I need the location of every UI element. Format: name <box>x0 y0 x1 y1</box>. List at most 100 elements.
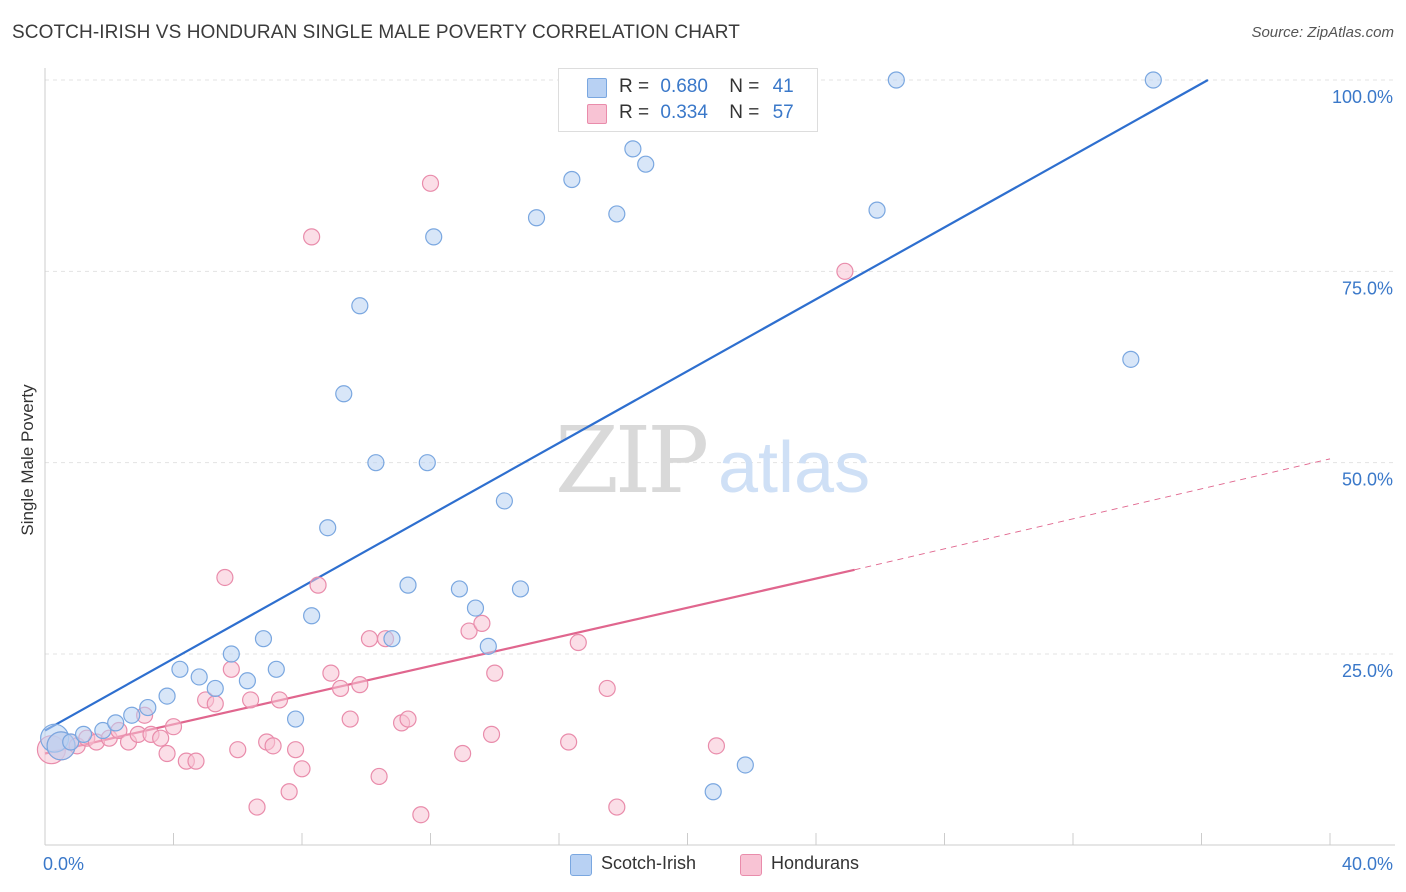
legend-swatch-pink <box>740 854 762 876</box>
legend-n-label: N = <box>729 102 760 123</box>
point-scotch-irish <box>286 710 305 728</box>
point-hondurans <box>280 783 298 801</box>
point-hondurans <box>486 664 504 682</box>
point-scotch-irish <box>868 201 886 219</box>
point-scotch-irish <box>62 733 80 751</box>
legend-r-value: 0.334 <box>660 102 708 123</box>
legend-label: Hondurans <box>771 853 860 873</box>
point-hondurans <box>222 660 240 678</box>
point-scotch-irish <box>206 679 224 698</box>
point-scotch-irish <box>319 519 337 537</box>
point-scotch-irish <box>479 637 497 655</box>
point-hondurans <box>152 729 170 747</box>
point-scotch-irish <box>704 783 722 801</box>
point-scotch-irish <box>190 668 208 686</box>
correlation-legend: R = 0.680 N = 41 R = 0.334 N = 57 <box>558 68 818 132</box>
source-credit: Source: ZipAtlas.com <box>1251 24 1394 41</box>
point-scotch-irish <box>425 228 443 246</box>
point-hondurans <box>569 633 587 652</box>
point-hondurans <box>836 262 854 280</box>
legend-n-value: 57 <box>772 102 794 123</box>
point-hondurans <box>216 568 234 587</box>
watermark-atlas: atlas <box>718 428 870 508</box>
point-hondurans <box>242 691 260 709</box>
point-scotch-irish <box>495 492 513 510</box>
point-hondurans <box>322 664 340 682</box>
legend-n-label: N = <box>729 76 760 97</box>
trend-line-scotch-irish <box>44 79 1209 732</box>
point-scotch-irish <box>267 660 285 678</box>
legend-swatch-blue <box>587 78 607 98</box>
point-scotch-irish <box>123 706 141 724</box>
legend-r-label: R = <box>619 76 650 97</box>
y-tick-label: 50.0% <box>1342 470 1393 490</box>
axes <box>44 68 1395 846</box>
point-scotch-irish <box>450 580 469 598</box>
legend-n-value: 41 <box>772 76 794 97</box>
point-hondurans <box>309 576 327 594</box>
point-scotch-irish <box>1122 350 1140 368</box>
legend-swatch-pink <box>587 104 607 124</box>
point-scotch-irish <box>254 630 273 648</box>
tick-labels: 25.0% 50.0% 75.0% 100.0% 0.0% 40.0% <box>43 87 1393 874</box>
point-hondurans <box>293 760 311 778</box>
point-scotch-irish <box>887 71 905 89</box>
point-hondurans <box>482 725 501 743</box>
point-scotch-irish <box>335 385 353 403</box>
watermark: ZIP atlas <box>555 407 870 514</box>
point-hondurans <box>341 710 359 728</box>
point-scotch-irish <box>158 687 176 705</box>
point-scotch-irish <box>367 454 385 472</box>
point-scotch-irish <box>736 756 754 774</box>
grid-lines <box>45 79 1395 655</box>
point-hondurans <box>229 741 247 759</box>
point-hondurans <box>270 691 289 709</box>
point-hondurans <box>421 174 440 192</box>
y-tick-label: 25.0% <box>1342 661 1393 681</box>
point-scotch-irish <box>418 454 436 472</box>
point-hondurans <box>351 676 369 694</box>
point-scotch-irish <box>238 672 256 690</box>
y-tick-label: 100.0% <box>1332 87 1393 107</box>
series-legend: Scotch-Irish Hondurans <box>0 850 1406 880</box>
point-hondurans <box>399 710 417 728</box>
point-scotch-irish <box>399 576 417 594</box>
point-scotch-irish <box>94 721 112 740</box>
point-scotch-irish <box>171 660 189 678</box>
point-scotch-irish <box>383 630 401 648</box>
point-hondurans <box>303 228 321 246</box>
point-scotch-irish <box>351 297 369 315</box>
point-scotch-irish <box>624 140 642 158</box>
watermark-zip: ZIP <box>555 407 706 514</box>
legend-r-label: R = <box>619 102 650 123</box>
point-hondurans <box>598 679 616 698</box>
trend-line-hondurans-extension <box>854 458 1331 571</box>
point-hondurans <box>248 798 266 816</box>
point-hondurans <box>560 733 578 751</box>
point-hondurans <box>454 744 472 763</box>
point-hondurans <box>608 798 626 816</box>
chart-title: SCOTCH-IRISH VS HONDURAN SINGLE MALE POV… <box>12 22 740 43</box>
y-axis-label: Single Male Poverty <box>18 384 37 536</box>
point-scotch-irish <box>527 209 546 227</box>
x-tick-label: 0.0% <box>43 854 84 874</box>
point-hondurans <box>460 622 478 640</box>
x-tick-label: 40.0% <box>1342 854 1393 874</box>
legend-label: Scotch-Irish <box>601 853 697 873</box>
legend-swatch-blue <box>570 854 592 876</box>
point-hondurans <box>164 718 183 736</box>
point-hondurans <box>331 679 350 698</box>
point-hondurans <box>187 752 205 770</box>
point-scotch-irish <box>222 645 240 663</box>
y-tick-label: 75.0% <box>1342 278 1393 298</box>
point-hondurans <box>360 630 379 648</box>
point-hondurans <box>206 695 224 713</box>
point-hondurans <box>707 737 726 755</box>
point-hondurans <box>158 744 176 763</box>
point-scotch-irish <box>466 599 485 617</box>
point-scotch-irish <box>107 714 125 732</box>
point-hondurans <box>370 767 388 786</box>
point-hondurans <box>264 737 282 755</box>
point-scotch-irish <box>1144 71 1162 89</box>
